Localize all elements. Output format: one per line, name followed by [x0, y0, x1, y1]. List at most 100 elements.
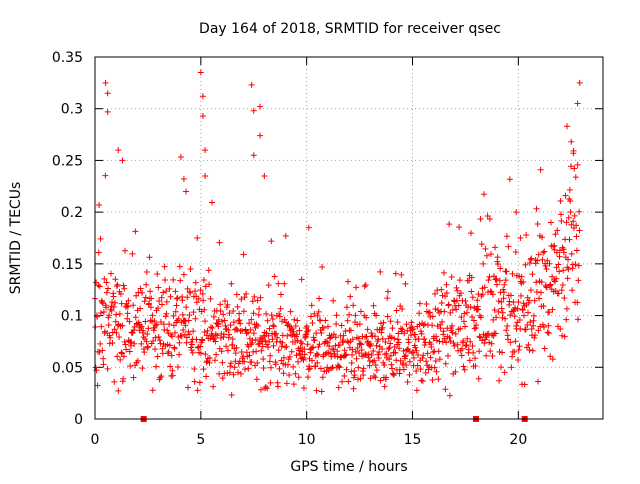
data-point [448, 274, 455, 281]
data-point [294, 337, 301, 344]
data-point [167, 363, 174, 370]
data-point [294, 317, 301, 324]
data-point [412, 344, 419, 351]
data-point [246, 335, 253, 342]
data-point [172, 308, 179, 315]
data-point [417, 366, 424, 373]
data-point [472, 355, 479, 362]
x-tick-label: 15 [404, 432, 422, 448]
data-point [453, 306, 460, 313]
data-point [486, 216, 493, 223]
data-point [129, 330, 136, 337]
data-point [422, 369, 429, 376]
data-point [191, 365, 198, 372]
data-point [228, 391, 235, 398]
data-point [560, 267, 567, 274]
data-point [453, 284, 460, 291]
data-point [350, 374, 357, 381]
data-point [561, 333, 568, 340]
data-point [512, 338, 519, 345]
data-point [395, 330, 402, 337]
data-point [416, 310, 423, 317]
data-point [554, 227, 561, 234]
data-point [556, 247, 563, 254]
data-point [134, 357, 141, 364]
data-point [502, 315, 509, 322]
data-point [442, 360, 449, 367]
data-point [274, 383, 281, 390]
data-point [389, 325, 396, 332]
data-point [400, 348, 407, 355]
data-point [246, 320, 253, 327]
data-point [376, 349, 383, 356]
data-point [566, 236, 573, 243]
data-point [402, 352, 409, 359]
data-point [254, 297, 261, 304]
data-point [143, 268, 150, 275]
y-axis-label: SRMTID / TECUs [8, 182, 24, 295]
data-point [292, 322, 299, 329]
data-point [485, 330, 492, 337]
data-point [150, 338, 157, 345]
data-point [318, 329, 325, 336]
data-point [430, 349, 437, 356]
data-point [115, 147, 122, 154]
data-point [546, 282, 553, 289]
data-point [437, 325, 444, 332]
data-point [275, 347, 282, 354]
data-point [158, 294, 165, 301]
data-point [113, 283, 120, 290]
data-point [99, 299, 106, 306]
data-point [218, 348, 225, 355]
data-point [119, 322, 126, 329]
data-point [267, 364, 274, 371]
data-point [574, 100, 581, 107]
data-point [147, 317, 154, 324]
y-tick-label: 0.05 [52, 360, 83, 376]
data-point [148, 295, 155, 302]
data-point [99, 347, 106, 354]
data-point [572, 261, 579, 268]
data-point [183, 339, 190, 346]
data-point [459, 345, 466, 352]
data-point [344, 317, 351, 324]
data-point [322, 317, 329, 324]
data-point [215, 316, 222, 323]
data-point [469, 294, 476, 301]
data-point [499, 309, 506, 316]
data-point [540, 303, 547, 310]
data-point [283, 380, 290, 387]
data-point [440, 269, 447, 276]
data-point [556, 253, 563, 260]
data-point [563, 316, 570, 323]
data-point [373, 312, 380, 319]
y-tick-label: 0.1 [61, 309, 83, 325]
data-point [164, 350, 171, 357]
data-point [507, 292, 514, 299]
data-point [307, 313, 314, 320]
data-point [383, 374, 390, 381]
data-point [106, 312, 113, 319]
data-point [97, 235, 104, 242]
data-point [415, 335, 422, 342]
data-point [237, 370, 244, 377]
data-point [248, 316, 255, 323]
x-tick-label: 20 [509, 432, 527, 448]
data-point [323, 338, 330, 345]
data-point [219, 318, 226, 325]
data-point [462, 323, 469, 330]
data-point [322, 351, 329, 358]
data-point [330, 346, 337, 353]
data-point [535, 327, 542, 334]
data-point [497, 265, 504, 272]
data-point [373, 342, 380, 349]
data-point [399, 326, 406, 333]
data-point [103, 289, 110, 296]
data-point [455, 302, 462, 309]
data-point [356, 350, 363, 357]
data-point [273, 330, 280, 337]
data-point [555, 290, 562, 297]
data-point [295, 374, 302, 381]
x-axis-label: GPS time / hours [290, 459, 407, 475]
data-point [114, 281, 121, 288]
